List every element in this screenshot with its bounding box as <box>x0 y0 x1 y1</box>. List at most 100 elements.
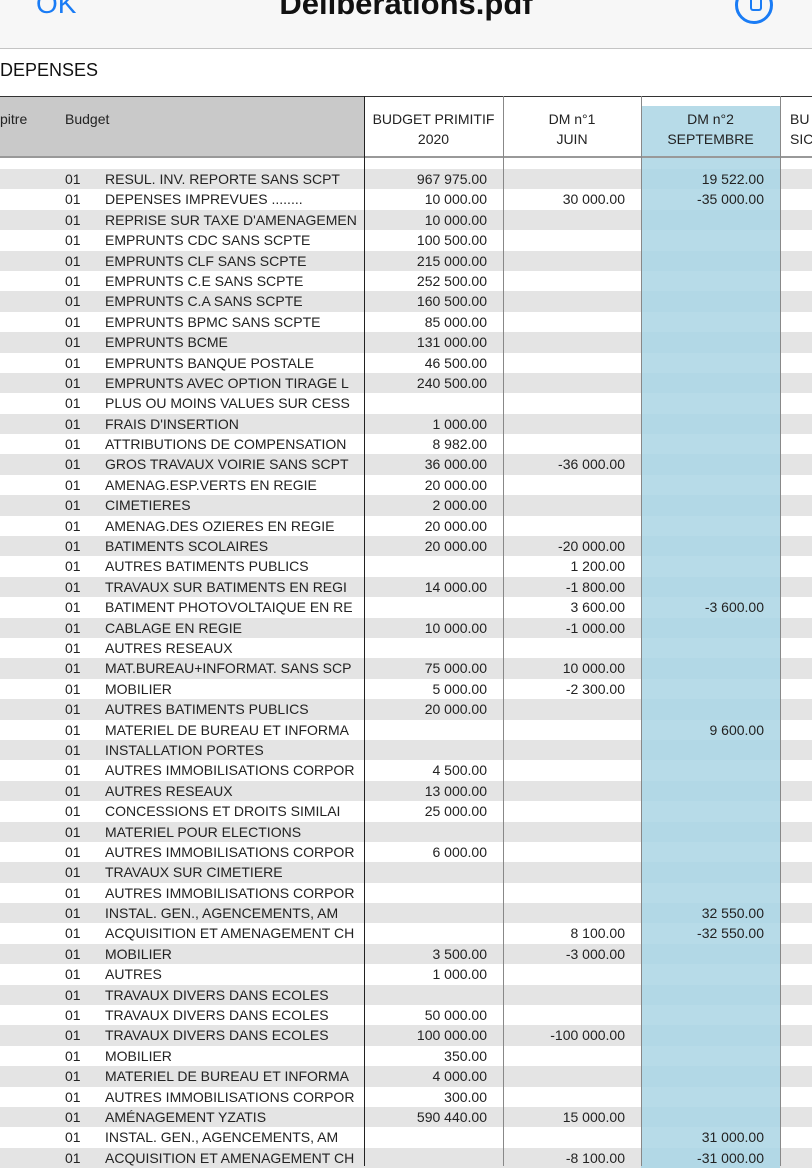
table-row: 01 MOBILIER 350.00 <box>0 1045 812 1067</box>
table-row: 01 AUTRES 1 000.00 <box>0 964 812 985</box>
row-code: 01 <box>65 1027 81 1044</box>
row-label: EMPRUNTS C.A SANS SCPTE <box>105 293 303 310</box>
row-label: ATTRIBUTIONS DE COMPENSATION <box>105 436 347 453</box>
row-code: 01 <box>65 272 81 289</box>
row-label: INSTAL. GEN., AGENCEMENTS, AM <box>105 1129 339 1146</box>
row-label: PLUS OU MOINS VALUES SUR CESS <box>105 395 350 412</box>
dm2-cell-background <box>641 923 780 944</box>
row-budget-primitif: 100 500.00 <box>416 232 487 249</box>
row-budget-primitif: 50 000.00 <box>424 1007 487 1024</box>
dm2-cell-background <box>641 658 780 679</box>
row-code: 01 <box>65 925 81 942</box>
row-dm1: -36 000.00 <box>558 456 625 473</box>
row-code: 01 <box>65 599 81 616</box>
dm2-cell-background <box>641 801 780 822</box>
row-label: ACQUISITION ET AMENAGEMENT CH <box>105 1149 355 1166</box>
table-row: 01 EMPRUNTS BPMC SANS SCPTE 85 000.00 <box>0 311 812 333</box>
dm2-cell-background <box>641 1106 780 1128</box>
row-budget-primitif: 20 000.00 <box>424 538 487 555</box>
header-next-line2: SIC <box>790 131 812 147</box>
row-label: CONCESSIONS ET DROITS SIMILAI <box>105 803 341 820</box>
table-row: 01 TRAVAUX DIVERS DANS ECOLES <box>0 984 812 1006</box>
dm2-cell-background <box>641 434 780 455</box>
row-budget-primitif: 25 000.00 <box>424 803 487 820</box>
dm2-cell-background <box>641 1005 780 1026</box>
row-budget-primitif: 3 500.00 <box>432 945 488 962</box>
ok-button[interactable]: OK <box>36 0 77 19</box>
dm2-cell-background <box>641 230 780 251</box>
row-code: 01 <box>65 741 81 758</box>
row-label: TRAVAUX SUR CIMETIERE <box>105 864 283 881</box>
table-row: 01 AUTRES RESEAUX <box>0 637 812 659</box>
row-label: BATIMENTS SCOLAIRES <box>105 538 269 555</box>
row-budget-primitif: 8 982.00 <box>432 436 488 453</box>
row-budget-primitif: 10 000.00 <box>424 191 487 208</box>
dm2-cell-background <box>641 332 780 353</box>
row-budget-primitif: 10 000.00 <box>424 211 487 228</box>
dm2-cell-background <box>641 576 780 598</box>
dm2-cell-background <box>641 841 780 863</box>
row-code: 01 <box>65 721 81 738</box>
header-dm1-line1: DM n°1 <box>548 111 596 127</box>
row-code: 01 <box>65 1129 81 1146</box>
row-code: 01 <box>65 191 81 208</box>
row-dm2: -32 550.00 <box>697 925 764 942</box>
row-code: 01 <box>65 619 81 636</box>
dm2-cell-background <box>641 882 780 904</box>
table-row: 01 EMPRUNTS C.E SANS SCPTE 252 500.00 <box>0 270 812 292</box>
column-divider <box>780 96 781 1166</box>
row-code: 01 <box>65 1088 81 1105</box>
dm2-cell-background <box>641 964 780 985</box>
row-budget-primitif: 131 000.00 <box>416 334 487 351</box>
row-label: CABLAGE EN REGIE <box>105 619 242 636</box>
row-code: 01 <box>65 252 81 269</box>
dm2-cell-background <box>641 597 780 618</box>
row-code: 01 <box>65 680 81 697</box>
budget-table-body: 01 RESUL. INV. REPORTE SANS SCPT 967 975.0… <box>0 169 812 1168</box>
row-code: 01 <box>65 497 81 514</box>
row-code: 01 <box>65 701 81 718</box>
row-code: 01 <box>65 782 81 799</box>
row-code: 01 <box>65 945 81 962</box>
table-row: 01 TRAVAUX SUR CIMETIERE <box>0 862 812 883</box>
header-divider <box>0 156 812 158</box>
table-row: 01 MOBILIER 3 500.00 -3 000.00 <box>0 943 812 965</box>
table-row: 01 CONCESSIONS ET DROITS SIMILAI 25 000.00 <box>0 801 812 822</box>
row-label: AUTRES RESEAUX <box>105 639 233 656</box>
table-row: 01 INSTAL. GEN., AGENCEMENTS, AM 31 000.00 <box>0 1127 812 1148</box>
row-label: FRAIS D'INSERTION <box>105 415 239 432</box>
table-row: 01 REPRISE SUR TAXE D'AMENAGEMEN 10 000.00 <box>0 209 812 231</box>
row-code: 01 <box>65 354 81 371</box>
dm2-cell-background <box>641 1147 780 1168</box>
row-budget-primitif: 215 000.00 <box>416 252 487 269</box>
row-code: 01 <box>65 843 81 860</box>
row-budget-primitif: 20 000.00 <box>424 517 487 534</box>
dm2-cell-background <box>641 556 780 577</box>
table-row: 01 AUTRES IMMOBILISATIONS CORPOR 6 000.00 <box>0 841 812 863</box>
row-dm1: -20 000.00 <box>558 538 625 555</box>
dm2-cell-background <box>641 678 780 700</box>
row-label: AUTRES BATIMENTS PUBLICS <box>105 701 309 718</box>
dm2-cell-background <box>641 1025 780 1046</box>
dm2-cell-background <box>641 413 780 435</box>
dm2-cell-background <box>641 1045 780 1067</box>
dm2-cell-background <box>641 780 780 802</box>
table-row: 01 FRAIS D'INSERTION 1 000.00 <box>0 413 812 435</box>
dm2-cell-background <box>641 495 780 516</box>
row-code: 01 <box>65 578 81 595</box>
row-code: 01 <box>65 884 81 901</box>
dm2-cell-background <box>641 903 780 924</box>
row-label: MAT.BUREAU+INFORMAT. SANS SCP <box>105 660 352 677</box>
table-row: 01 AMENAG.DES OZIERES EN REGIE 20 000.00 <box>0 515 812 537</box>
dm2-cell-background <box>641 984 780 1006</box>
markup-pen-icon[interactable] <box>735 0 773 24</box>
dm2-cell-background <box>641 311 780 333</box>
table-row: 01 ACQUISITION ET AMENAGEMENT CH -8 100.00… <box>0 1147 812 1168</box>
row-dm2: 31 000.00 <box>701 1129 764 1146</box>
row-budget-primitif: 10 000.00 <box>424 619 487 636</box>
table-row: 01 AUTRES BATIMENTS PUBLICS 1 200.00 <box>0 556 812 577</box>
header-budget: Budget <box>65 111 110 127</box>
row-code: 01 <box>65 395 81 412</box>
row-budget-primitif: 160 500.00 <box>416 293 487 310</box>
row-budget-primitif: 252 500.00 <box>416 272 487 289</box>
